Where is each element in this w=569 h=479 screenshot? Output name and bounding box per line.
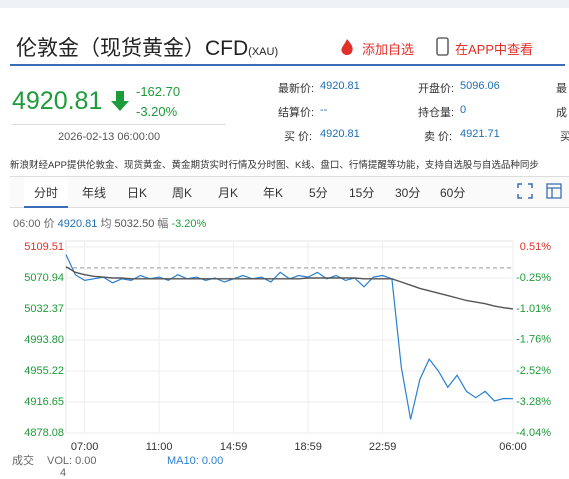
tab[interactable]: 年K <box>263 186 284 200</box>
tab[interactable]: 30分 <box>395 186 421 200</box>
title-text: 伦敦金（现货黄金）CFD <box>16 37 249 60</box>
divider <box>10 64 565 66</box>
stat-label: 最新价: <box>278 83 315 95</box>
x-tick-label: 18:59 <box>294 441 322 453</box>
stat-label: 最 <box>556 83 567 95</box>
series-line <box>65 266 514 310</box>
x-tick-label: 06:00 <box>499 441 527 453</box>
plot-border <box>65 240 514 434</box>
chart-info: 06:00 价 4920.81 均 5032.50 幅 -3.20% <box>13 215 206 231</box>
stat-value: 4921.71 <box>460 128 500 140</box>
tab[interactable]: 分时 <box>34 186 59 200</box>
tab[interactable]: 周K <box>172 186 193 200</box>
stat-label: 卖 价: <box>424 131 453 143</box>
footer-label: 成交 <box>12 453 34 467</box>
footer-vol: VOL: 0.00 <box>47 455 97 467</box>
tab[interactable]: 年线 <box>82 186 107 200</box>
notice: 新浪财经APP提供伦敦金、现货黄金、黄金期货实时行情及分时图、K线、盘口、行情提… <box>10 160 539 171</box>
stat-label: 结算价: <box>278 107 315 119</box>
stat-label: 持仓量: <box>418 107 455 119</box>
title: 伦敦金（现货黄金）CFD(XAU) <box>16 32 278 62</box>
code: (XAU) <box>248 46 279 58</box>
add-watchlist[interactable]: 添加自选 <box>362 42 415 57</box>
y-tick-label: 4993.80 <box>24 334 64 346</box>
y2-tick-label: -1.76% <box>516 334 551 346</box>
y2-tick-label: 0.51% <box>520 241 551 253</box>
stat-value: 4920.81 <box>320 128 360 140</box>
stat-label: 开盘价: <box>418 83 455 95</box>
info-label: 均 <box>100 218 112 230</box>
tab[interactable]: 日K <box>127 186 148 200</box>
x-tick-label: 07:00 <box>71 441 99 453</box>
open-app[interactable]: 在APP中查看 <box>455 42 534 57</box>
x-tick-label: 22:59 <box>369 441 397 453</box>
info-time: 06:00 <box>13 218 41 230</box>
time: 2026-02-13 06:00:00 <box>58 131 161 143</box>
change-pct: -3.20% <box>136 104 178 119</box>
info-price: 4920.81 <box>57 218 98 230</box>
y-tick-label: 4916.65 <box>24 396 64 408</box>
tab-bar <box>10 176 569 208</box>
x-tick-label: 14:59 <box>220 441 248 453</box>
y-tick-label: 5109.51 <box>24 241 64 253</box>
y-tick-label: 5032.37 <box>24 303 64 315</box>
change: -162.70 <box>136 84 181 99</box>
price: 4920.81 <box>12 87 103 115</box>
footer-count: 4 <box>60 467 66 479</box>
y2-tick-label: -0.25% <box>516 272 551 284</box>
tab[interactable]: 月K <box>218 186 239 200</box>
divider <box>12 124 226 125</box>
info-label: 幅 <box>157 218 169 230</box>
y-tick-label: 5070.94 <box>24 272 64 284</box>
down-arrow <box>111 91 129 111</box>
stat-value: 5096.06 <box>460 80 500 92</box>
y2-tick-label: -1.01% <box>516 303 551 315</box>
info-avg: 5032.50 <box>114 218 155 230</box>
stat-value: 0 <box>460 104 467 116</box>
tab[interactable]: 60分 <box>440 186 466 200</box>
active-tab-bg <box>24 177 68 208</box>
y-tick-label: 4955.22 <box>24 365 64 377</box>
y-tick-label: 4878.08 <box>24 427 64 439</box>
stat-value: -- <box>320 104 328 116</box>
phone-icon <box>436 37 449 56</box>
y2-tick-label: -3.28% <box>516 396 551 408</box>
stat-label: 成 <box>556 107 567 119</box>
flame-icon <box>341 39 353 55</box>
stat-value: 4920.81 <box>320 80 360 92</box>
stat-label: 买 <box>560 131 569 143</box>
x-tick-label: 11:00 <box>146 441 173 453</box>
y2-tick-label: -2.52% <box>516 365 551 377</box>
stat-label: 买 价: <box>284 131 313 143</box>
top-bar <box>0 0 569 8</box>
footer-ma10: MA10: 0.00 <box>167 455 223 467</box>
info-label: 价 <box>43 218 55 230</box>
info-change: -3.20% <box>171 218 207 230</box>
y2-tick-label: -4.04% <box>516 427 551 439</box>
tab[interactable]: 5分 <box>309 186 328 200</box>
tab-icons <box>517 183 562 199</box>
tab[interactable]: 15分 <box>349 186 375 200</box>
